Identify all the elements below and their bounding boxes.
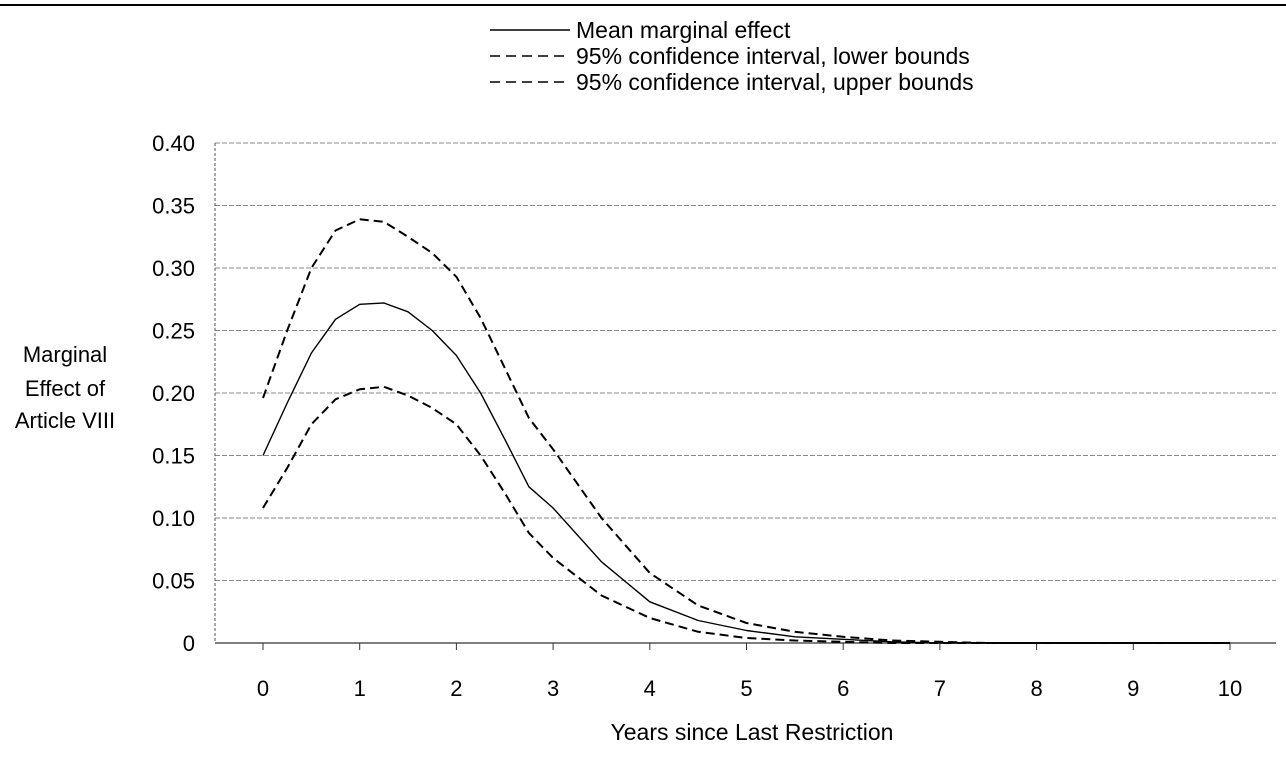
- top-rule: [0, 4, 1286, 6]
- series-line-1: [262, 302, 1230, 644]
- x-tick-label: 1: [354, 676, 366, 701]
- y-tick-label: 0.40: [152, 131, 195, 156]
- x-tick-label: 9: [1127, 676, 1139, 701]
- y-tick-label: 0.25: [152, 319, 195, 344]
- x-tick-label: 6: [837, 676, 849, 701]
- y-tick-label: 0.10: [152, 506, 195, 531]
- y-tick-label: 0.20: [152, 381, 195, 406]
- x-tick-label: 0: [257, 676, 269, 701]
- y-tick-label: 0.15: [152, 444, 195, 469]
- y-axis-label-line-3: Article VIII: [14, 408, 116, 433]
- tick-labels: 0 0.05 0.10 0.15 0.20 0.25 0.30 0.35 0.40 0 1 2 3 4 5 6…: [152, 131, 1242, 701]
- series-lines: [262, 218, 1230, 644]
- y-tick-label: 0: [183, 631, 195, 656]
- axes: [214, 143, 1276, 650]
- series-line-2: [262, 385, 1230, 644]
- x-tick-label: 2: [450, 676, 462, 701]
- x-tick-label: 4: [644, 676, 656, 701]
- y-axis-label-line-1: Marginal: [22, 342, 108, 367]
- x-tick-label: 5: [740, 676, 752, 701]
- y-tick-label: 0.35: [152, 194, 195, 219]
- legend-label-3: 95% confidence interval, upper bounds: [576, 69, 974, 95]
- legend-label-1: Mean marginal effect: [576, 17, 791, 43]
- series-line-3: [262, 218, 1230, 644]
- x-tick-label: 7: [934, 676, 946, 701]
- x-axis-label: Years since Last Restriction: [611, 719, 894, 745]
- x-tick-label: 3: [547, 676, 559, 701]
- x-tick-label: 8: [1030, 676, 1042, 701]
- gridlines: [215, 142, 1276, 581]
- legend-label-2: 95% confidence interval, lower bounds: [576, 43, 970, 69]
- y-tick-label: 0.05: [152, 569, 195, 594]
- y-axis-label-line-2: Effect of: [24, 376, 106, 401]
- y-tick-label: 0.30: [152, 256, 195, 281]
- x-tick-label: 10: [1218, 676, 1242, 701]
